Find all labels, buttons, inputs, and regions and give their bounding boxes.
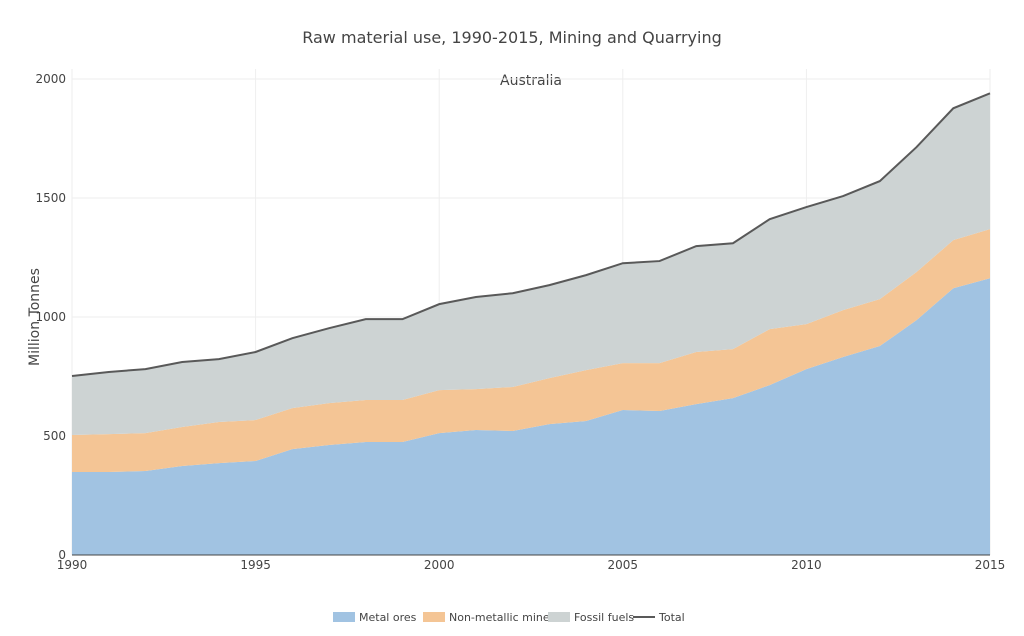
- area-fossil-fuels: [72, 93, 990, 436]
- x-tick-label: 2005: [608, 558, 639, 572]
- x-tick-label: 1995: [240, 558, 271, 572]
- legend-swatch: [423, 612, 445, 622]
- legend-swatch: [548, 612, 570, 622]
- y-tick-label: 1000: [35, 310, 66, 324]
- total-line: [71, 92, 991, 378]
- area-metal-ores: [72, 278, 990, 555]
- legend-item: Fossil fuels: [548, 611, 634, 624]
- x-tick-label: 1990: [57, 558, 88, 572]
- areas: [71, 92, 991, 555]
- legend-label: Total: [658, 611, 685, 624]
- y-axis-label: Million Tonnes: [27, 268, 43, 366]
- x-tick-label: 2015: [975, 558, 1006, 572]
- legend-label: Fossil fuels: [574, 611, 634, 624]
- y-tick-label: 1500: [35, 191, 66, 205]
- legend-item: Metal ores: [333, 611, 417, 624]
- axes: 0 500 1000 1500 2000 1990 1995 2000 2005 2010 2015: [35, 72, 1005, 572]
- x-tick-label: 2000: [424, 558, 455, 572]
- chart-subtitle: Australia: [500, 73, 562, 89]
- legend: Metal ores Non-metallic minerals Fossil fu…: [333, 611, 685, 624]
- area-non-metallic-minerals: [72, 229, 990, 472]
- chart-title: Raw material use, 1990-2015, Mining and …: [302, 28, 722, 47]
- y-tick-label: 2000: [35, 72, 66, 86]
- legend-swatch: [333, 612, 355, 622]
- legend-label: Non-metallic minerals: [449, 611, 570, 624]
- x-tick-label: 2010: [791, 558, 822, 572]
- legend-item: Non-metallic minerals: [423, 611, 570, 624]
- legend-item: Total: [633, 611, 685, 624]
- y-tick-label: 0: [58, 548, 66, 562]
- y-tick-label: 500: [43, 429, 66, 443]
- legend-label: Metal ores: [359, 611, 417, 624]
